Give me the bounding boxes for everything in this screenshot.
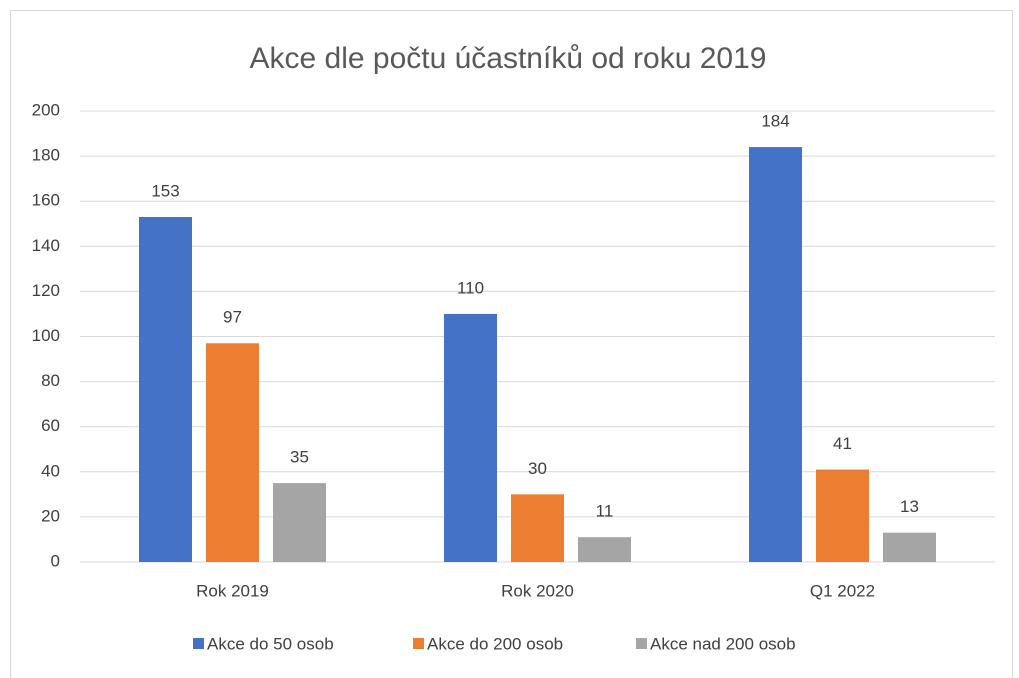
y-tick-label: 100 <box>32 326 60 345</box>
legend-label: Akce do 50 osob <box>207 634 334 653</box>
bar <box>749 147 802 562</box>
y-tick-label: 40 <box>41 461 60 480</box>
data-label: 41 <box>833 434 852 453</box>
y-tick-label: 60 <box>41 416 60 435</box>
y-tick-label: 80 <box>41 371 60 390</box>
x-tick-label: Rok 2020 <box>501 581 574 600</box>
data-label: 35 <box>290 448 309 467</box>
data-label: 97 <box>223 308 242 327</box>
y-tick-label: 120 <box>32 281 60 300</box>
y-tick-label: 140 <box>32 236 60 255</box>
data-label: 184 <box>761 112 789 131</box>
x-tick-label: Q1 2022 <box>810 581 875 600</box>
bar <box>206 343 259 562</box>
legend-label: Akce do 200 osob <box>427 634 563 653</box>
legend-label: Akce nad 200 osob <box>650 634 796 653</box>
bar <box>273 483 326 562</box>
legend-swatch <box>636 638 647 649</box>
data-label: 110 <box>457 278 484 297</box>
data-label: 153 <box>151 181 179 200</box>
legend-swatch <box>413 638 424 649</box>
legend-swatch <box>193 638 204 649</box>
bar <box>883 532 936 562</box>
bar <box>444 313 497 562</box>
y-tick-label: 200 <box>32 100 60 119</box>
data-label: 30 <box>528 459 547 478</box>
y-tick-label: 0 <box>51 551 60 570</box>
x-tick-label: Rok 2019 <box>196 581 269 600</box>
data-label: 11 <box>596 502 614 521</box>
y-tick-label: 160 <box>32 191 60 210</box>
data-label: 13 <box>900 497 919 516</box>
chart-title: Akce dle počtu účastníků od roku 2019 <box>249 42 766 75</box>
bar <box>139 216 192 563</box>
y-tick-label: 20 <box>41 506 60 525</box>
bar <box>511 494 564 562</box>
bar <box>578 537 631 562</box>
bar <box>816 469 869 562</box>
y-tick-label: 180 <box>32 146 60 165</box>
